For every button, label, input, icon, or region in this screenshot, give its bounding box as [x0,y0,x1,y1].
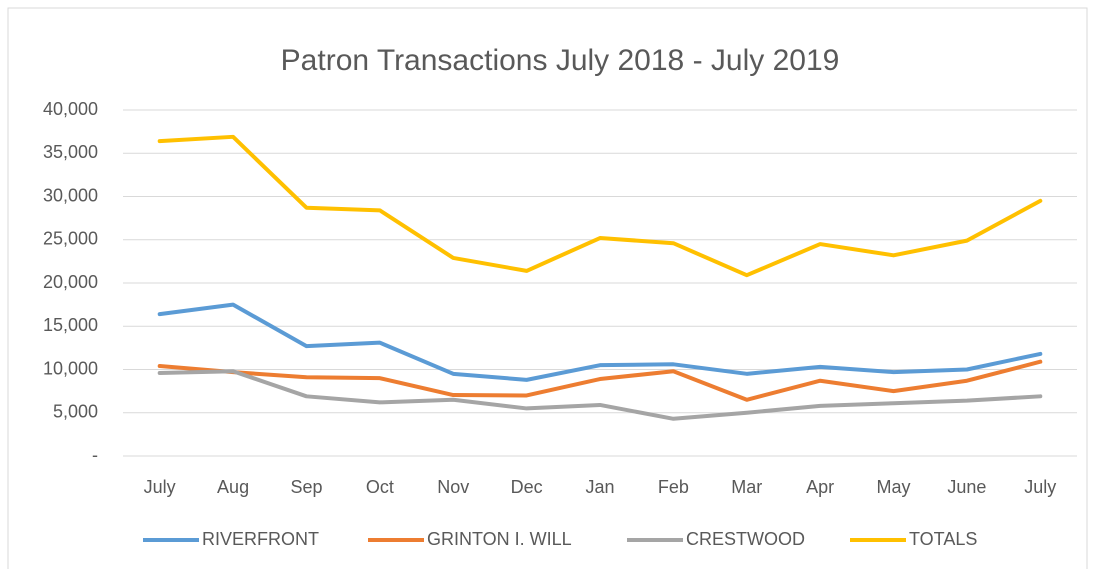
x-tick-label: Oct [366,477,394,497]
series-line [157,134,1043,278]
y-tick-label: 10,000 [43,358,98,378]
x-tick-label: June [947,477,986,497]
series-line [157,369,1043,421]
y-tick-label: 25,000 [43,229,98,249]
legend-label: CRESTWOOD [686,529,805,549]
y-tick-label: 35,000 [43,142,98,162]
x-tick-label: Sep [290,477,322,497]
x-tick-label: Apr [806,477,834,497]
y-tick-label: - [92,445,98,465]
x-tick-label: Jan [585,477,614,497]
x-tick-label: Dec [511,477,543,497]
series-line [157,359,1043,402]
x-tick-label: July [1024,477,1056,497]
series-line [157,302,1043,382]
chart-border [7,7,1088,569]
x-tick-label: Nov [437,477,469,497]
x-tick-label: Aug [217,477,249,497]
chart-title: Patron Transactions July 2018 - July 201… [281,44,840,77]
x-tick-label: Feb [658,477,689,497]
y-tick-label: 30,000 [43,185,98,205]
legend-label: GRINTON I. WILL [427,529,572,549]
x-tick-label: May [877,477,911,497]
y-tick-label: 20,000 [43,272,98,292]
x-tick-label: Mar [731,477,762,497]
x-tick-label: July [144,477,176,497]
y-tick-label: 40,000 [43,99,98,119]
legend-label: TOTALS [909,529,977,549]
legend-label: RIVERFRONT [202,529,319,549]
y-tick-label: 5,000 [53,402,98,422]
y-tick-label: 15,000 [43,315,98,335]
